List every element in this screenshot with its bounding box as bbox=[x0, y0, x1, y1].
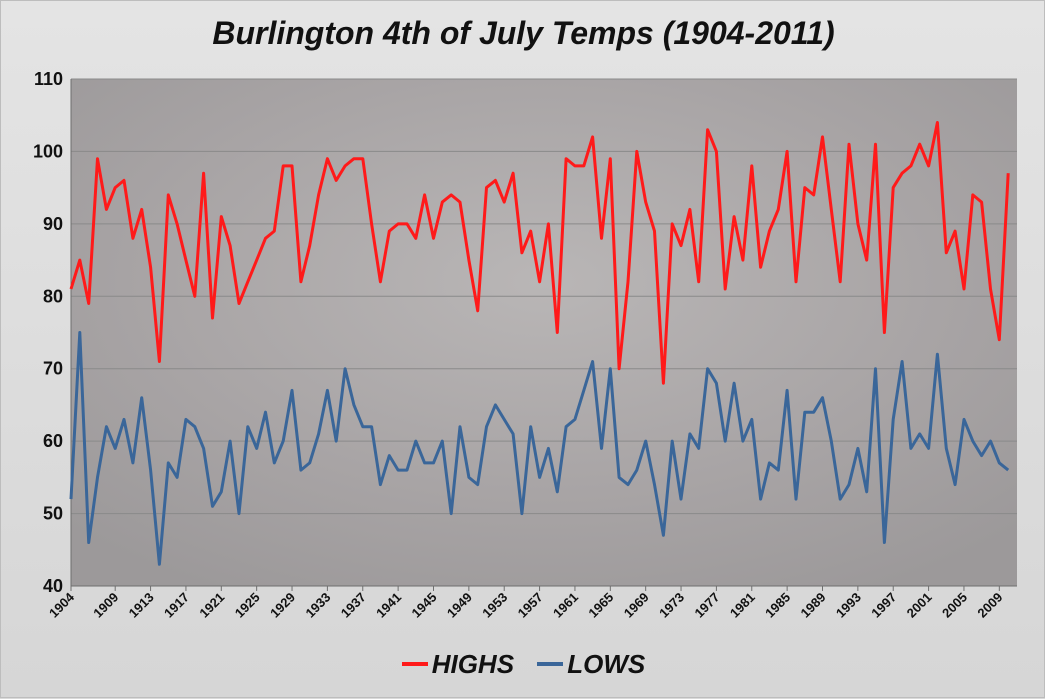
chart-title: Burlington 4th of July Temps (1904-2011) bbox=[212, 15, 835, 51]
x-tick-label: 1949 bbox=[444, 590, 475, 621]
y-tick-label: 110 bbox=[34, 69, 63, 89]
legend-swatch-highs bbox=[401, 662, 428, 667]
x-tick-label: 2009 bbox=[974, 590, 1005, 621]
x-tick-label: 1993 bbox=[833, 590, 864, 621]
legend-label-highs: HIGHS bbox=[431, 649, 515, 679]
x-tick-label: 1985 bbox=[762, 590, 793, 621]
x-tick-label: 1909 bbox=[90, 590, 121, 621]
x-tick-label: 1969 bbox=[621, 590, 652, 621]
y-tick-label: 100 bbox=[33, 141, 63, 161]
x-tick-label: 1997 bbox=[868, 590, 899, 621]
x-tick-label: 1961 bbox=[550, 590, 581, 621]
y-tick-label: 40 bbox=[43, 576, 63, 596]
y-tick-label: 90 bbox=[43, 214, 63, 234]
x-tick-label: 1929 bbox=[267, 590, 298, 621]
x-tick-label: 1977 bbox=[691, 590, 722, 621]
x-tick-label: 2005 bbox=[939, 590, 970, 621]
legend-item-highs: HIGHS bbox=[401, 649, 515, 680]
legend: HIGHS LOWS bbox=[1, 649, 1045, 680]
series-line-lows bbox=[69, 331, 1010, 566]
y-axis: 40 50 60 70 80 90 100 110 bbox=[33, 69, 72, 596]
x-tick-label: 1925 bbox=[232, 590, 263, 621]
x-tick-label: 1917 bbox=[161, 590, 192, 621]
x-tick-label: 1953 bbox=[479, 590, 510, 621]
plot-area bbox=[71, 79, 1017, 586]
x-tick-label: 1913 bbox=[126, 590, 157, 621]
x-tick-label: 1941 bbox=[373, 590, 404, 621]
gridlines bbox=[71, 78, 1017, 587]
y-tick-label: 60 bbox=[43, 431, 63, 451]
x-tick-label: 2001 bbox=[904, 590, 935, 621]
y-tick-label: 80 bbox=[43, 286, 63, 306]
x-tick-label: 1965 bbox=[585, 590, 616, 621]
x-tick-label: 1973 bbox=[656, 590, 687, 621]
y-tick-label: 70 bbox=[43, 359, 63, 379]
x-tick-label: 1957 bbox=[515, 590, 546, 621]
x-axis: 1904 1909 1913 1917 1921 1925 1929 1933 1937 1941… bbox=[46, 585, 1017, 621]
y-tick-label: 50 bbox=[43, 504, 63, 524]
x-tick-label: 1989 bbox=[798, 590, 829, 621]
x-tick-label: 1933 bbox=[302, 590, 333, 621]
legend-label-lows: LOWS bbox=[567, 649, 646, 679]
series-layer bbox=[69, 121, 1010, 566]
legend-swatch-lows bbox=[537, 662, 564, 667]
legend-item-lows: LOWS bbox=[537, 649, 645, 680]
x-tick-label: 1981 bbox=[727, 590, 758, 621]
x-tick-label: 1937 bbox=[338, 590, 369, 621]
series-line-highs bbox=[69, 121, 1010, 385]
x-tick-label: 1945 bbox=[409, 590, 440, 621]
x-tick-label: 1921 bbox=[196, 590, 227, 621]
